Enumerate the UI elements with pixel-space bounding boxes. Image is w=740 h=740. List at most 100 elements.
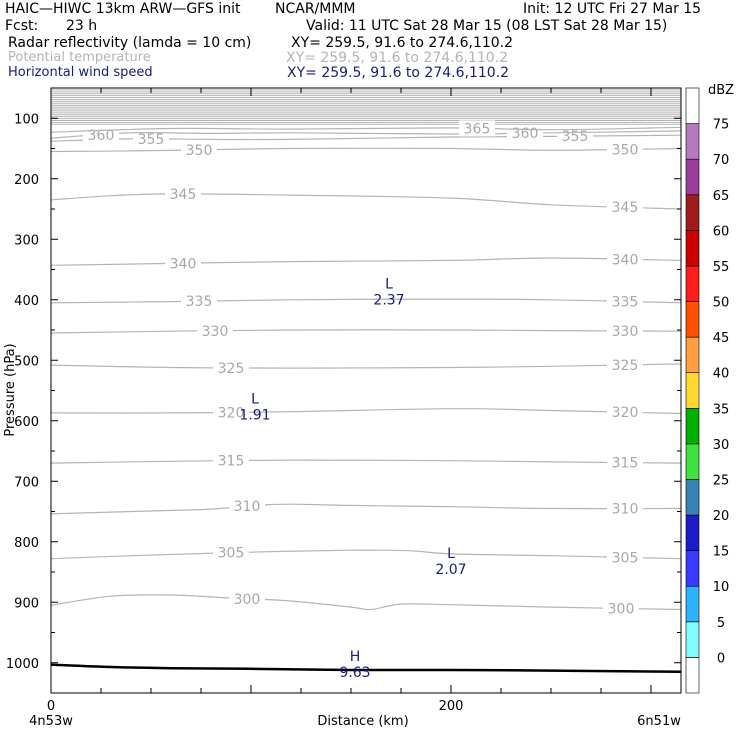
theta-label-360: 360 [88,128,115,144]
field-reflectivity-name: Radar reflectivity (lamda = 10 cm) [8,35,252,51]
theta-label-bg [197,322,233,339]
theta-label-bg [607,404,643,421]
theta-label-bg [607,322,643,339]
colorbar-label: 25 [713,473,730,488]
colorbar-label: 45 [713,331,730,346]
wind-extremum-type: L [385,277,393,293]
colorbar-swatch [685,336,700,374]
wind-extremum-value: 9.63 [339,665,370,681]
colorbar-label: 40 [713,367,730,382]
theta-label-335: 335 [612,294,639,310]
theta-label-bg [607,454,643,471]
theta-label-305: 305 [218,546,245,562]
colorbar-swatch [685,87,700,124]
theta-label-bg [459,120,495,137]
theta-contour-335 [51,298,681,304]
x-tick-label: 0 [47,699,55,714]
wind-extremum-value: 1.91 [239,408,270,424]
field-wind-xy: XY= 259.5, 91.6 to 274.6,110.2 [287,65,510,81]
theta-label-330: 330 [202,324,229,340]
colorbar-label: 15 [713,545,730,560]
theta-label-350: 350 [612,142,639,158]
theta-label-325: 325 [218,361,245,377]
colorbar-swatch [685,479,700,516]
theta-contour-325 [51,363,681,369]
wind-extremum-type: H [350,649,361,665]
theta-label-325: 325 [612,358,639,374]
theta-label-bg [607,549,643,566]
theta-label-bg [607,500,643,517]
colorbar-label: 65 [713,189,730,204]
theta-label-300: 300 [234,592,261,608]
colorbar-label: 50 [713,296,730,311]
theta-label-345: 345 [170,187,197,203]
y-tick-label: 700 [14,475,39,490]
colorbar-label: 35 [713,402,730,417]
colorbar-swatch [685,265,700,302]
wind-extremum-value: 2.07 [435,562,466,578]
theta-label-bg [213,452,249,469]
y-tick-label: 800 [14,536,39,551]
wind-extremum-type: L [251,392,259,408]
theta-label-360: 360 [512,126,539,142]
theta-label-bg [607,251,643,268]
theta-label-345: 345 [612,200,639,216]
colorbar-swatch [685,372,700,409]
theta-label-310: 310 [234,499,261,515]
theta-label-bg [213,544,249,561]
theta-label-bg [213,404,249,421]
theta-label-bg [603,600,639,617]
theta-contour-365 [51,126,681,133]
theta-contour-300 [51,594,681,611]
theta-label-bg [165,185,201,202]
colorbar: 0 5 10 15 20 25 30 35 40 45 50 55 60 65 70 75 dBZ [685,83,734,694]
theta-label-355: 355 [138,132,165,148]
theta-label-335: 335 [186,294,213,310]
theta-label-bg [165,255,201,272]
theta-label-bg [607,141,643,158]
colorbar-swatch [685,230,700,267]
y-tick-label: 900 [14,596,39,611]
theta-label-bg [607,199,643,216]
plot-frame: 100 200 300 400 500 600 700 800 900 1000 0 200 [6,87,682,714]
colorbar-label: 20 [713,509,730,524]
x-start-label: 4n53w [29,714,73,729]
y-tick-label: 200 [14,173,39,188]
colorbar-label: 10 [713,580,730,595]
theta-contour-360 [51,130,681,139]
colorbar-label: 0 [717,651,725,666]
colorbar-unit: dBZ [708,83,734,98]
colorbar-swatch [685,194,700,231]
theta-label-355: 355 [562,129,589,145]
colorbar-swatch [685,585,700,623]
field-theta-xy: XY= 259.5, 91.6 to 274.6,110.2 [286,50,509,66]
theta-label-350: 350 [186,143,213,159]
colorbar-swatch [685,550,700,587]
theta-label-bg [213,359,249,376]
colorbar-swatch [685,621,700,658]
theta-label-330: 330 [612,324,639,340]
theta-label-bg [229,590,265,607]
y-tick-label: 100 [14,112,39,127]
theta-label-bg [229,497,265,514]
theta-label-315: 315 [612,456,639,472]
theta-label-365: 365 [464,121,491,137]
theta-label-300: 300 [608,601,635,617]
theta-label-340: 340 [170,256,197,272]
theta-label-bg [607,293,643,310]
theta-contour-315 [51,459,681,464]
theta-label-bg [181,293,217,310]
y-tick-label: 1000 [6,657,39,672]
theta-label-315: 315 [218,454,245,470]
x-end-label: 6n51w [637,714,681,729]
surface-pressure-line [51,663,681,674]
colorbar-swatch [685,123,700,160]
colorbar-swatch [685,407,700,445]
colorbar-swatch [685,301,700,338]
y-tick-label: 500 [14,354,39,369]
x-tick-label: 200 [439,699,464,714]
theta-label-340: 340 [612,252,639,268]
theta-label-310: 310 [612,501,639,517]
colorbar-label: 75 [713,118,730,133]
